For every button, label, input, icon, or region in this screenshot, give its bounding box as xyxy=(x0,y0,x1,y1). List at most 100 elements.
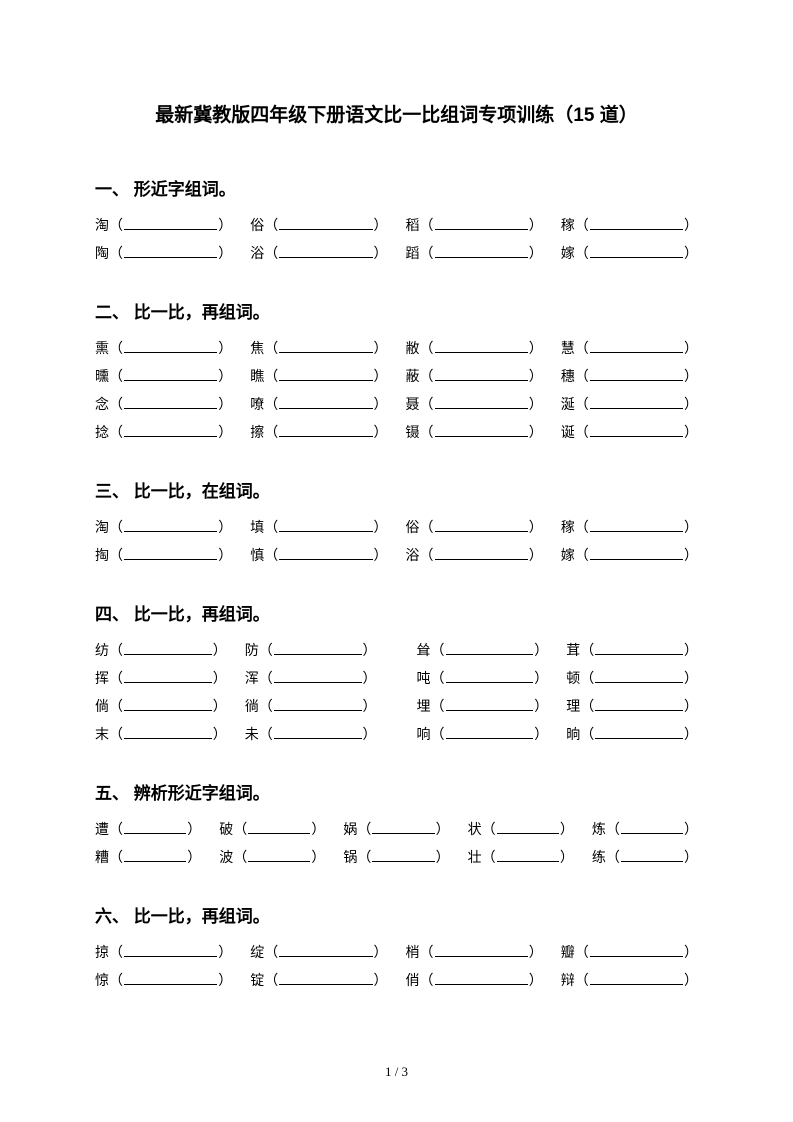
paren-close: ） xyxy=(684,337,698,363)
answer-blank[interactable] xyxy=(446,697,534,711)
answer-blank[interactable] xyxy=(435,395,528,409)
answer-blank[interactable] xyxy=(595,669,683,683)
answer-blank[interactable] xyxy=(497,848,559,862)
answer-blank[interactable] xyxy=(435,971,528,985)
answer-blank[interactable] xyxy=(124,367,217,381)
answer-blank[interactable] xyxy=(279,423,372,437)
answer-blank[interactable] xyxy=(124,697,212,711)
exercise-cell: 瓣（） xyxy=(561,941,698,967)
exercise-cell: 淘（） xyxy=(95,516,232,542)
answer-blank[interactable] xyxy=(124,848,186,862)
answer-blank[interactable] xyxy=(590,546,683,560)
paren-open: （ xyxy=(109,639,123,665)
answer-blank[interactable] xyxy=(274,697,362,711)
answer-blank[interactable] xyxy=(435,943,528,957)
answer-blank[interactable] xyxy=(279,244,372,258)
answer-blank[interactable] xyxy=(279,216,372,230)
answer-blank[interactable] xyxy=(274,725,362,739)
paren-open: （ xyxy=(109,846,123,872)
character: 嫁 xyxy=(561,544,575,570)
answer-blank[interactable] xyxy=(124,216,217,230)
answer-blank[interactable] xyxy=(590,395,683,409)
answer-blank[interactable] xyxy=(279,367,372,381)
exercise-row: 挥（）浑（）吨（）顿（） xyxy=(95,667,698,693)
column-gap xyxy=(543,941,561,967)
exercise-cell: 浴（） xyxy=(250,242,387,268)
answer-blank[interactable] xyxy=(435,216,528,230)
answer-blank[interactable] xyxy=(497,820,559,834)
exercise-cell: 破（） xyxy=(219,818,325,844)
answer-blank[interactable] xyxy=(279,943,372,957)
answer-blank[interactable] xyxy=(124,971,217,985)
answer-blank[interactable] xyxy=(446,641,534,655)
answer-blank[interactable] xyxy=(590,423,683,437)
answer-blank[interactable] xyxy=(279,518,372,532)
answer-blank[interactable] xyxy=(595,641,683,655)
character: 稼 xyxy=(561,516,575,542)
answer-blank[interactable] xyxy=(279,395,372,409)
answer-blank[interactable] xyxy=(446,725,534,739)
paren-open: （ xyxy=(109,723,123,749)
answer-blank[interactable] xyxy=(435,518,528,532)
answer-blank[interactable] xyxy=(279,546,372,560)
exercise-cell: 吨（） xyxy=(417,667,549,693)
answer-blank[interactable] xyxy=(590,943,683,957)
character: 挥 xyxy=(95,667,109,693)
answer-blank[interactable] xyxy=(590,216,683,230)
answer-blank[interactable] xyxy=(248,848,310,862)
answer-blank[interactable] xyxy=(590,971,683,985)
answer-blank[interactable] xyxy=(274,641,362,655)
answer-blank[interactable] xyxy=(124,423,217,437)
answer-blank[interactable] xyxy=(590,518,683,532)
answer-blank[interactable] xyxy=(621,820,683,834)
answer-blank[interactable] xyxy=(248,820,310,834)
answer-blank[interactable] xyxy=(124,546,217,560)
exercise-cell: 敝（） xyxy=(406,337,543,363)
character: 末 xyxy=(95,723,109,749)
paren-close: ） xyxy=(684,516,698,542)
column-gap xyxy=(543,393,561,419)
character: 浴 xyxy=(250,242,264,268)
answer-blank[interactable] xyxy=(435,546,528,560)
answer-blank[interactable] xyxy=(124,339,217,353)
column-gap xyxy=(543,214,561,240)
paren-close: ） xyxy=(529,337,543,363)
character: 倘 xyxy=(95,695,109,721)
paren-open: （ xyxy=(575,337,589,363)
answer-blank[interactable] xyxy=(279,339,372,353)
exercise-row: 末（）未（）响（）晌（） xyxy=(95,723,698,749)
answer-blank[interactable] xyxy=(590,367,683,381)
column-gap xyxy=(543,242,561,268)
column-gap xyxy=(548,723,566,749)
answer-blank[interactable] xyxy=(124,518,217,532)
paren-open: （ xyxy=(575,421,589,447)
paren-close: ） xyxy=(363,695,377,721)
answer-blank[interactable] xyxy=(595,697,683,711)
answer-blank[interactable] xyxy=(124,725,212,739)
answer-blank[interactable] xyxy=(124,943,217,957)
answer-blank[interactable] xyxy=(435,244,528,258)
answer-blank[interactable] xyxy=(435,367,528,381)
answer-blank[interactable] xyxy=(435,339,528,353)
answer-blank[interactable] xyxy=(372,848,434,862)
answer-blank[interactable] xyxy=(590,244,683,258)
answer-blank[interactable] xyxy=(446,669,534,683)
answer-blank[interactable] xyxy=(124,641,212,655)
answer-blank[interactable] xyxy=(372,820,434,834)
paren-close: ） xyxy=(311,818,325,844)
answer-blank[interactable] xyxy=(124,244,217,258)
answer-blank[interactable] xyxy=(274,669,362,683)
answer-blank[interactable] xyxy=(590,339,683,353)
character: 俗 xyxy=(406,516,420,542)
paren-close: ） xyxy=(374,969,388,995)
answer-blank[interactable] xyxy=(124,395,217,409)
answer-blank[interactable] xyxy=(435,423,528,437)
answer-blank[interactable] xyxy=(621,848,683,862)
answer-blank[interactable] xyxy=(124,820,186,834)
character: 顿 xyxy=(566,667,580,693)
paren-open: （ xyxy=(264,337,278,363)
answer-blank[interactable] xyxy=(279,971,372,985)
answer-blank[interactable] xyxy=(124,669,212,683)
character: 涎 xyxy=(561,393,575,419)
answer-blank[interactable] xyxy=(595,725,683,739)
